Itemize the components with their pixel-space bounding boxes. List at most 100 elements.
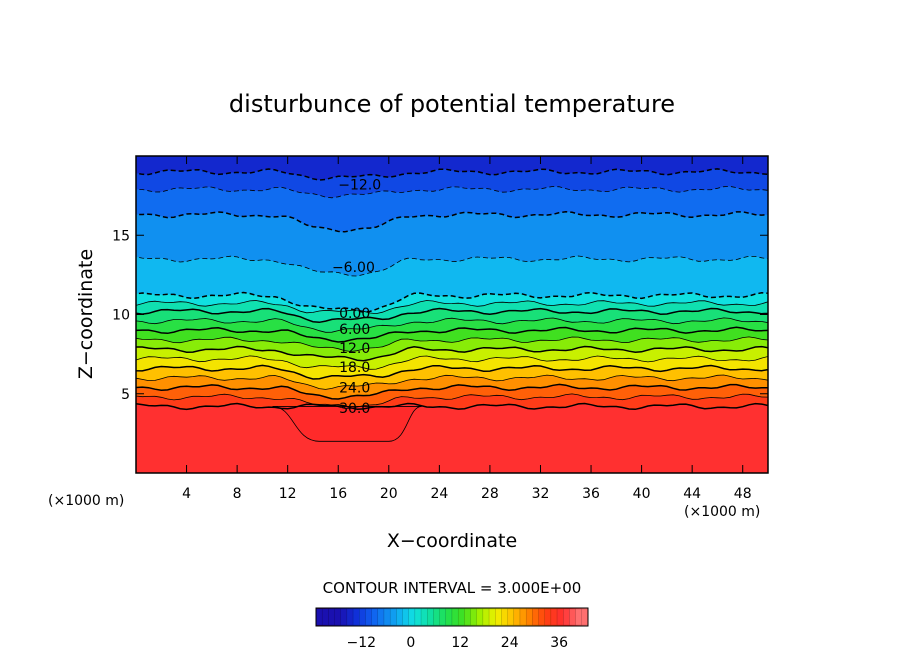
x-tick-label: 40 [633, 486, 651, 502]
colorbar-cell [538, 608, 545, 626]
contour-line [136, 307, 768, 324]
colorbar-tick-label: 12 [451, 635, 469, 651]
colorbar-cell [321, 608, 329, 626]
colorbar-cell [482, 608, 490, 626]
contour-line [136, 300, 768, 315]
x-tick-label: 48 [734, 486, 752, 502]
colorbar-cell [544, 608, 552, 626]
y-tick-label: 5 [121, 387, 130, 403]
x-unit-left: (×1000 m) [48, 493, 124, 509]
colorbar-cell [563, 608, 570, 626]
heatmap-band [136, 156, 768, 181]
plot-area [136, 156, 768, 473]
colorbar-cell [359, 608, 366, 626]
colorbar-cell [414, 608, 422, 626]
contour-line [136, 210, 768, 233]
x-tick-label: 4 [182, 486, 191, 502]
contour-label: 0.00 [339, 306, 370, 322]
colorbar-cell [371, 608, 379, 626]
colorbar-cell [525, 608, 533, 626]
contour-label: 24.0 [339, 380, 370, 396]
colorbar-ticks: −12 0 12 24 36 [347, 635, 569, 651]
colorbar-cell [519, 608, 527, 626]
surface-warm-core [272, 406, 422, 442]
colorbar-cell [488, 608, 496, 626]
colorbar-cell [532, 608, 539, 626]
y-tick-label: 15 [112, 228, 130, 244]
contour-label: 30.0 [339, 401, 370, 417]
contour-interval-note: CONTOUR INTERVAL = 3.000E+00 [323, 579, 582, 597]
colorbar-cell [550, 608, 558, 626]
colorbar-cell [396, 608, 403, 626]
colorbar-cell [377, 608, 385, 626]
colorbar-cell [433, 608, 440, 626]
colorbar-cell [365, 608, 372, 626]
x-tick-label: 28 [481, 486, 499, 502]
contour-line [136, 291, 768, 313]
colorbar-tick-label: 24 [501, 635, 519, 651]
contour-line [136, 383, 768, 400]
heatmap-bands [136, 156, 768, 473]
contour-line [136, 393, 768, 409]
contour-label: −6.00 [332, 260, 375, 276]
x-axis-label: X−coordinate [387, 530, 517, 552]
colorbar-cell [328, 608, 335, 626]
contour-line [136, 374, 768, 390]
colorbar-cell [402, 608, 409, 626]
x-tick-label: 24 [430, 486, 448, 502]
colorbar-cell [340, 608, 348, 626]
y-axis-ticks: 5 10 15 [112, 228, 768, 403]
colorbar-cell [569, 608, 576, 626]
colorbar-cell [581, 608, 589, 626]
x-unit-right: (×1000 m) [684, 504, 760, 520]
colorbar-tick-label: 0 [406, 635, 415, 651]
y-axis-label: Z−coordinate [75, 249, 97, 379]
colorbar-cell [556, 608, 564, 626]
x-tick-label: 16 [329, 486, 347, 502]
colorbar-cell [389, 608, 397, 626]
colorbar-cell [346, 608, 354, 626]
colorbar-cell [427, 608, 434, 626]
contour-line [136, 345, 768, 362]
x-tick-label: 36 [582, 486, 600, 502]
contour-line [136, 402, 768, 411]
contour-label: −12.0 [338, 178, 381, 194]
x-tick-label: 44 [683, 486, 701, 502]
x-axis-ticks: 4 8 12 16 20 24 28 32 36 40 44 48 [182, 156, 752, 502]
colorbar-tick-label: 36 [550, 635, 568, 651]
x-tick-label: 12 [279, 486, 297, 502]
colorbar-cell [464, 608, 471, 626]
colorbar-tick-label: −12 [347, 635, 377, 651]
colorbar-cell [420, 608, 428, 626]
colorbar-cell [334, 608, 341, 626]
contour-line [136, 364, 768, 380]
colorbar-cell [501, 608, 508, 626]
colorbar-cell [476, 608, 484, 626]
x-tick-label: 20 [380, 486, 398, 502]
contour-line [136, 168, 768, 181]
chart-title: disturbunce of potential temperature [229, 90, 675, 118]
colorbar-cell [513, 608, 521, 626]
colorbar-cell [507, 608, 515, 626]
contour-line [136, 317, 768, 333]
contour-line [136, 355, 768, 370]
contour-line [136, 255, 768, 277]
colorbar-frame [315, 607, 589, 627]
colorbar-steps [315, 607, 589, 627]
contour-line [136, 336, 768, 352]
warm-anomaly [272, 406, 422, 442]
colorbar-cell [383, 608, 391, 626]
contour-line [136, 185, 768, 199]
colorbar-cell [352, 608, 360, 626]
colorbar-cell [439, 608, 447, 626]
contour-label: 6.00 [339, 322, 370, 338]
colorbar-cell [451, 608, 459, 626]
contour-label: 18.0 [339, 360, 370, 376]
colorbar-cell [495, 608, 502, 626]
contour-label: 12.0 [339, 341, 370, 357]
contour-lines [136, 168, 768, 411]
colorbar-cell [457, 608, 465, 626]
contour-labels: −12.0 −6.00 0.006.00 12.0 18.0 24.0 30.0 [332, 178, 381, 417]
contour-line [136, 326, 768, 343]
